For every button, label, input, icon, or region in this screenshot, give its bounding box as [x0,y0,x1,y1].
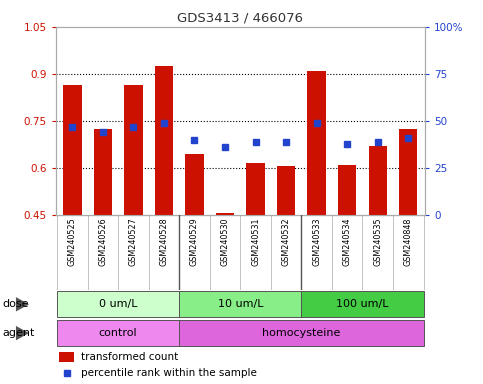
Text: 10 um/L: 10 um/L [217,299,263,309]
Text: GSM240848: GSM240848 [404,217,413,266]
Text: control: control [99,328,138,338]
Title: GDS3413 / 466076: GDS3413 / 466076 [177,11,303,24]
Text: GSM240528: GSM240528 [159,217,169,266]
Bar [277,166,295,215]
Text: GSM240530: GSM240530 [221,217,229,266]
Bar [338,165,356,215]
Polygon shape [16,297,29,311]
Text: GSM240529: GSM240529 [190,217,199,266]
Text: GSM240525: GSM240525 [68,217,77,266]
Bar [399,129,417,215]
Text: percentile rank within the sample: percentile rank within the sample [82,368,257,378]
Text: 100 um/L: 100 um/L [336,299,389,309]
Bar [155,66,173,215]
Bar [57,320,179,346]
Polygon shape [16,326,29,340]
Text: GSM240527: GSM240527 [129,217,138,266]
Text: transformed count: transformed count [82,352,179,362]
Bar [246,163,265,215]
Text: GSM240526: GSM240526 [99,217,107,266]
Bar [94,129,112,215]
Text: GSM240533: GSM240533 [312,217,321,266]
Text: GSM240532: GSM240532 [282,217,291,266]
Bar [124,85,142,215]
Text: homocysteine: homocysteine [262,328,341,338]
Bar [216,214,234,215]
Text: dose: dose [2,299,29,310]
Bar [308,71,326,215]
Bar [63,85,82,215]
Text: GSM240531: GSM240531 [251,217,260,266]
Bar [369,146,387,215]
Bar [185,154,204,215]
Text: agent: agent [2,328,35,338]
Text: GSM240535: GSM240535 [373,217,382,266]
Bar [301,291,424,317]
Bar [179,291,301,317]
Bar [57,291,179,317]
Bar [59,352,74,362]
Bar [179,320,424,346]
Text: 0 um/L: 0 um/L [99,299,137,309]
Text: GSM240534: GSM240534 [342,217,352,266]
